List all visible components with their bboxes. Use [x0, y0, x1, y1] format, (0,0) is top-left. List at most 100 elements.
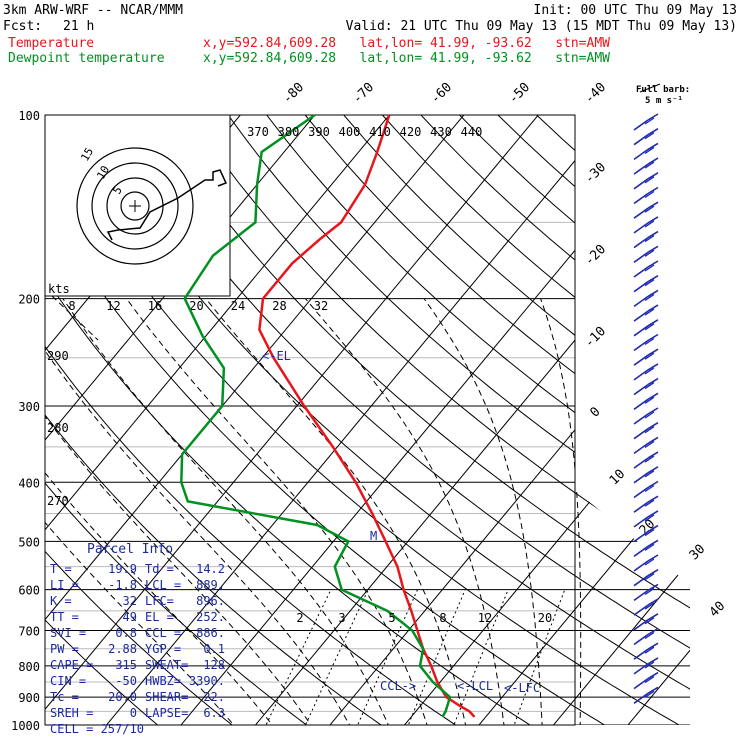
wind-barb-flag — [647, 333, 659, 342]
dewpoint-location: x,y=592.84,609.28 lat,lon= 41.99, -93.62… — [203, 51, 610, 66]
isotherm-line — [467, 115, 690, 725]
isotherm-line — [0, 115, 17, 738]
valid-time: Valid: 21 UTC Thu 09 May 13 (15 MDT Thu … — [345, 19, 737, 34]
level-annotation: M — [370, 529, 377, 543]
forecast-hour: 21 h — [63, 19, 95, 34]
wind-barb-flag — [647, 289, 659, 298]
dry-adiabat — [111, 115, 690, 725]
wind-barb-feather — [644, 543, 655, 551]
parcel-row-value: 0 — [130, 706, 137, 720]
isotherm-line — [393, 115, 690, 725]
dry-adiabat — [45, 115, 551, 725]
parcel-row-value: 6.3 — [203, 706, 225, 720]
wind-barb-staff — [633, 325, 649, 337]
parcel-row-label: CCL = — [145, 626, 181, 640]
wind-barb-staff — [633, 192, 649, 205]
wind-barb-staff — [633, 413, 649, 425]
hodograph-scale-label: 12 — [106, 299, 120, 313]
wind-barb-staff — [633, 281, 649, 293]
dry-adiabat — [45, 115, 174, 725]
level-annotation: <-EL — [262, 349, 291, 363]
wind-barb-feather — [644, 190, 655, 199]
pressure-tick-label: 100 — [18, 109, 40, 123]
isotherm-label: 30 — [687, 542, 709, 564]
hodograph-axis — [51, 295, 99, 341]
wind-barb-flag — [647, 686, 659, 694]
parcel-row-label: Tc = — [50, 690, 79, 704]
wind-barb-flag — [647, 480, 659, 489]
theta-label: 400 — [339, 125, 361, 139]
moist-adiabat — [45, 298, 283, 725]
wind-barb-flag — [647, 436, 659, 445]
parcel-row-label: CIN = — [50, 674, 86, 688]
parcel-row-label: SWEAT= — [145, 658, 188, 672]
wind-barb-flag — [647, 245, 659, 253]
model-title: 3km ARW-WRF -- NCAR/MMM — [3, 3, 184, 18]
wind-barb-flag — [647, 657, 659, 665]
parcel-row-label: HWBZ= — [145, 674, 181, 688]
dry-adiabat — [459, 115, 690, 725]
wind-barb-staff — [633, 148, 649, 161]
dry-adiabat — [266, 115, 690, 725]
moist-adiabat — [45, 298, 357, 725]
wind-barb-feather — [644, 176, 655, 184]
wind-barb-staff — [633, 266, 649, 278]
moist-adiabat — [45, 298, 320, 725]
wind-barb-staff — [633, 472, 649, 484]
wind-barb-flag — [647, 495, 659, 503]
theta-label: 380 — [278, 125, 300, 139]
wind-barb-feather — [644, 514, 655, 522]
wind-barb-staff — [633, 383, 649, 396]
mixing-ratio-line — [259, 589, 332, 725]
barb-legend-value: 5 m s⁻¹ — [645, 96, 683, 106]
mixing-ratio-line — [402, 589, 466, 725]
wind-barb-feather — [644, 323, 655, 331]
wind-barb-staff — [633, 663, 649, 675]
wind-barb-flag — [647, 201, 659, 209]
wind-barb-feather — [644, 631, 655, 640]
pressure-tick-label: 900 — [18, 691, 40, 705]
wind-barb-feather — [644, 308, 655, 316]
parcel-row-value: 315 — [115, 658, 137, 672]
dry-adiabat — [45, 115, 627, 725]
parcel-row-label: SHEAR= — [145, 690, 188, 704]
wind-barb-staff — [633, 369, 649, 381]
dry-adiabat — [45, 115, 400, 725]
wind-barb-flag — [647, 377, 659, 386]
temperature-location: x,y=592.84,609.28 lat,lon= 41.99, -93.62… — [203, 36, 610, 51]
wind-barb-staff — [633, 398, 649, 410]
mixing-ratio-label: 5 — [388, 611, 395, 625]
isotherm-label: 0 — [587, 404, 603, 420]
pressure-tick-label: 700 — [18, 625, 40, 639]
wind-barb-flag — [647, 186, 659, 195]
hodograph-ring — [91, 162, 179, 250]
dewpoint-legend: Dewpoint temperature — [8, 51, 165, 66]
wind-barb-feather — [644, 337, 655, 346]
pressure-tick-label: 200 — [18, 293, 40, 307]
level-annotation: <-LFC — [504, 681, 540, 695]
wind-barb-staff — [633, 575, 649, 587]
dry-adiabat — [189, 115, 690, 725]
dry-adiabat — [536, 115, 690, 725]
isotherm-label: -70 — [350, 80, 377, 107]
parcel-row-value: 889. — [196, 578, 225, 592]
hodograph-ring-label: 15 — [78, 146, 96, 164]
mixing-ratio-line — [448, 589, 509, 725]
mixing-ratio-label: 3 — [338, 611, 345, 625]
wind-barb-staff — [633, 119, 649, 131]
dry-adiabat — [574, 115, 690, 725]
wind-barb-flag — [647, 275, 659, 283]
wind-barb-flag — [647, 260, 659, 268]
dry-adiabat — [227, 115, 690, 725]
wind-barb-feather — [644, 117, 655, 125]
theta-e-label: 280 — [47, 421, 69, 435]
wind-barb-staff — [633, 589, 649, 602]
wind-barb-staff — [633, 619, 649, 631]
moist-adiabat — [205, 298, 469, 725]
parcel-row-label: PW = — [50, 642, 79, 656]
wind-barb-feather — [644, 617, 655, 625]
parcel-row-value: -50 — [115, 674, 137, 688]
parcel-row-label: LFC= — [145, 594, 174, 608]
